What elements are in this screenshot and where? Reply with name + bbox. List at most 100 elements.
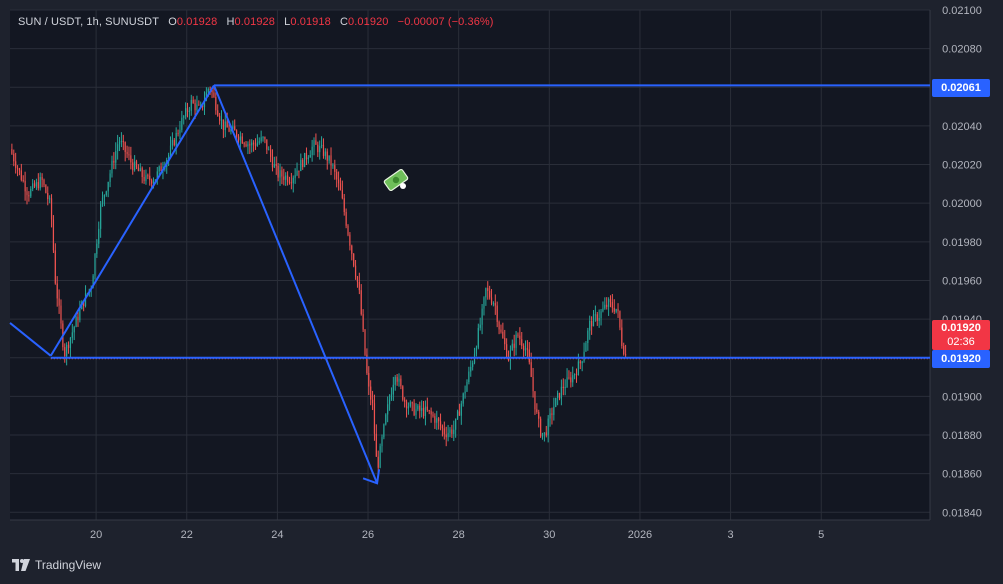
candle-body	[49, 198, 51, 200]
last-price-tag[interactable]: 0.01920 02:36	[932, 320, 990, 350]
candle-body	[64, 347, 66, 357]
candle-body	[226, 121, 228, 128]
candle-body	[92, 275, 94, 289]
candle-body	[549, 413, 551, 419]
candle-body	[43, 179, 45, 185]
candle-body	[317, 144, 319, 153]
candle-body	[98, 228, 100, 244]
candle-body	[581, 361, 583, 364]
candle-body	[175, 132, 177, 146]
candle-body	[545, 432, 547, 436]
candle-body	[623, 345, 625, 355]
close-value: 0.01920	[348, 16, 389, 28]
candle-body	[252, 142, 255, 145]
candle-body	[24, 180, 26, 192]
chart-pane[interactable]	[10, 10, 930, 520]
candle-body	[111, 160, 113, 174]
time-tick-label: 26	[362, 529, 374, 541]
open-value: 0.01928	[176, 16, 218, 28]
candle-body	[188, 110, 190, 112]
candle-body	[37, 182, 39, 189]
candle-body	[160, 166, 162, 171]
candle-body	[472, 362, 474, 367]
candle-body	[364, 329, 366, 355]
candle-body	[523, 345, 525, 351]
candle-body	[441, 426, 444, 429]
candle-body	[103, 194, 106, 198]
price-tick-label: 0.01880	[942, 430, 982, 442]
candle-body	[66, 344, 68, 357]
candle-body	[339, 183, 342, 191]
candle-body	[543, 432, 546, 434]
candle-body	[79, 309, 81, 321]
candle-body	[269, 149, 272, 157]
candle-body	[313, 140, 315, 147]
price-tick-label: 0.02040	[942, 121, 982, 133]
candle-body	[513, 343, 515, 348]
candle-body	[264, 137, 266, 140]
candle-body	[109, 173, 111, 182]
candle-body	[621, 327, 623, 346]
candle-body	[277, 165, 279, 178]
candle-body	[615, 308, 617, 312]
candle-body	[211, 89, 213, 93]
candle-body	[524, 348, 527, 351]
candle-body	[592, 314, 595, 327]
symbol-title[interactable]: SUN / USDT, 1h, SUNUSDT	[18, 16, 160, 28]
candle-body	[50, 198, 53, 220]
candle-body	[421, 408, 423, 411]
candle-body	[602, 308, 604, 312]
candle-body	[179, 129, 181, 134]
candle-body	[347, 225, 349, 235]
candle-body	[362, 314, 364, 330]
drawings[interactable]	[9, 84, 930, 485]
candle-body	[341, 190, 343, 199]
candle-body	[73, 327, 75, 333]
candle-body	[105, 191, 107, 195]
candle-body	[536, 409, 538, 413]
candle-body	[228, 127, 230, 132]
candle-body	[604, 304, 606, 309]
candle-body	[541, 432, 544, 437]
candle-body	[32, 183, 34, 189]
candle-body	[619, 311, 621, 328]
price-tick-label: 0.02080	[942, 44, 982, 56]
time-tick-label: 24	[271, 529, 283, 541]
candle-body	[370, 386, 372, 400]
candle-body	[96, 243, 98, 254]
candle-body	[302, 159, 304, 168]
candle-body	[173, 140, 175, 146]
money-icon[interactable]	[382, 168, 410, 192]
candle-body	[455, 418, 457, 430]
price-tick-label: 0.02020	[942, 160, 982, 172]
candle-body	[234, 126, 236, 131]
candle-body	[558, 392, 561, 399]
candle-body	[171, 140, 173, 146]
candle-body	[249, 144, 251, 146]
candle-body	[519, 335, 521, 340]
upper-line-price-tag[interactable]: 0.02061	[932, 79, 990, 97]
candle-body	[145, 175, 147, 181]
candle-body	[385, 414, 387, 425]
candle-body	[575, 374, 578, 376]
candle-body	[388, 399, 391, 405]
price-tick-label: 0.01900	[942, 391, 982, 403]
candle-body	[135, 161, 138, 168]
candle-body	[275, 164, 277, 166]
brand-footer[interactable]: TradingView	[12, 558, 101, 572]
candle-body	[434, 416, 436, 423]
candle-body	[577, 361, 579, 375]
candle-body	[353, 253, 355, 266]
candle-body	[500, 329, 502, 332]
candle-body	[262, 137, 264, 139]
time-axis[interactable]: 20 22 24 26 28 30 2026 3 5	[10, 519, 930, 541]
candle-body	[41, 177, 43, 180]
candle-body	[305, 152, 308, 160]
lower-line-price-tag[interactable]: 0.01920	[932, 350, 990, 368]
candle-body	[345, 211, 347, 226]
candle-body	[383, 424, 385, 438]
candle-body	[587, 330, 589, 344]
candle-body	[411, 402, 413, 404]
candle-body	[149, 175, 151, 181]
